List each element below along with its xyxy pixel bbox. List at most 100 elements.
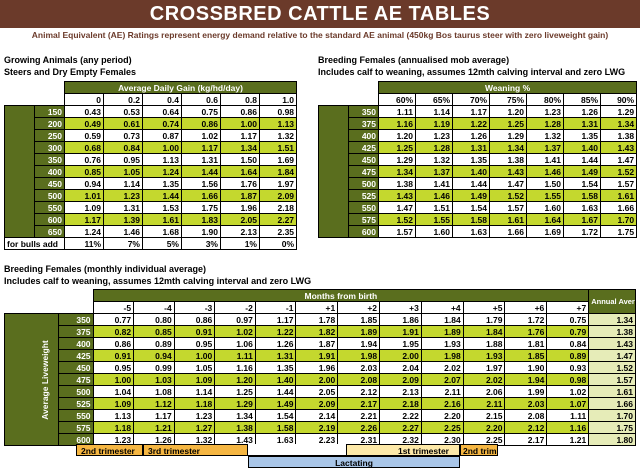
table-row: 525 1.09 1.12 1.18 1.29 1.49 2.09 2.17 2.18 2.16 2… xyxy=(5,397,636,410)
table-header: Weaning % xyxy=(377,81,638,94)
table-row: 500 1.04 1.08 1.14 1.25 1.44 2.05 2.12 2.13 2.11 2… xyxy=(5,385,636,398)
annual-average-cell: 1.34 xyxy=(588,313,636,326)
ae-value-cell: 1.23 xyxy=(415,129,453,142)
ae-value-cell: 2.35 xyxy=(258,225,298,238)
ae-value-cell: 1.98 xyxy=(337,349,381,362)
bulls-add-cell: 1% xyxy=(220,237,260,250)
table-row: 500 1.01 1.23 1.44 1.66 1.87 2.09 xyxy=(5,189,298,202)
annual-average-cell: 1.47 xyxy=(588,349,636,362)
liveweight-cell: 500 xyxy=(58,385,94,398)
ae-value-cell: 1.44 xyxy=(142,189,182,202)
corner-cell xyxy=(5,94,35,106)
ae-value-cell: 1.83 xyxy=(181,213,221,226)
ae-value-cell: 1.44 xyxy=(563,153,601,166)
ae-value-cell: 1.49 xyxy=(452,189,490,202)
ae-value-cell: 0.95 xyxy=(103,153,143,166)
corner-cell xyxy=(319,82,349,94)
annual-average-cell: 1.66 xyxy=(588,397,636,410)
ae-value-cell: 1.00 xyxy=(92,373,135,386)
liveweight-cell: 650 xyxy=(34,225,65,238)
ae-value-cell: 2.16 xyxy=(420,397,464,410)
annual-average-header: Annual Average xyxy=(588,289,636,314)
liveweight-cell: 350 xyxy=(34,153,65,166)
ae-value-cell: 1.09 xyxy=(173,373,216,386)
ae-value-cell: 1.25 xyxy=(378,141,416,154)
phase-first-trimester: 1st trimester xyxy=(346,444,460,456)
ae-value-cell: 1.14 xyxy=(173,385,216,398)
liveweight-cell: 550 xyxy=(58,409,94,422)
ae-value-cell: 0.95 xyxy=(92,361,135,374)
growing-title: Growing Animals (any period) xyxy=(4,55,132,65)
ae-value-cell: 1.18 xyxy=(173,397,216,410)
ae-value-cell: 1.97 xyxy=(462,361,506,374)
table-row: 450 0.95 0.99 1.05 1.16 1.35 1.96 2.03 2.04 2.02 1… xyxy=(5,361,636,374)
column-label: +2 xyxy=(337,301,381,314)
ae-value-cell: 1.39 xyxy=(103,213,143,226)
liveweight-cell: 525 xyxy=(58,397,94,410)
ae-value-cell: 1.72 xyxy=(563,225,601,238)
ae-value-cell: 1.29 xyxy=(214,397,256,410)
ae-value-cell: 1.91 xyxy=(379,325,422,338)
table-row: 375 1.16 1.19 1.22 1.25 1.28 1.31 1.34 xyxy=(319,117,638,130)
liveweight-cell: 475 xyxy=(58,373,94,386)
ae-value-cell: 1.25 xyxy=(489,117,527,130)
liveweight-cell: 500 xyxy=(34,189,65,202)
ae-value-cell: 2.32 xyxy=(379,433,422,446)
ae-value-cell: 1.70 xyxy=(599,213,638,226)
ae-value-cell: 1.85 xyxy=(504,349,548,362)
ae-value-cell: 1.49 xyxy=(563,165,601,178)
liveweight-cell: 400 xyxy=(348,129,379,142)
table-row: 550 1.09 1.31 1.53 1.75 1.96 2.18 xyxy=(5,201,298,214)
ae-value-cell: 1.79 xyxy=(462,313,506,326)
bulls-add-cell: 11% xyxy=(64,237,104,250)
ae-value-cell: 1.07 xyxy=(546,397,590,410)
ae-value-cell: 1.38 xyxy=(599,129,638,142)
ae-value-cell: 0.73 xyxy=(103,129,143,142)
corner-cell xyxy=(5,290,59,302)
table-row: 525 1.43 1.46 1.49 1.52 1.55 1.58 1.61 xyxy=(319,189,638,202)
ae-value-cell: 2.07 xyxy=(420,373,464,386)
ae-value-cell: 0.61 xyxy=(103,117,143,130)
ae-value-cell: 1.43 xyxy=(214,433,256,446)
column-labels-row: -5 -4 -3 -2 -1 +1 +2 +3 +4 +5 +6 +7 xyxy=(5,301,636,314)
breeding-monthly-subtitle: Includes calf to weaning, assumes 12mth … xyxy=(4,276,312,286)
ae-value-cell: 2.12 xyxy=(504,421,548,434)
ae-value-cell: 1.11 xyxy=(214,349,256,362)
ae-value-cell: 1.86 xyxy=(379,313,422,326)
ae-value-cell: 1.05 xyxy=(173,361,216,374)
ae-value-cell: 2.21 xyxy=(337,409,381,422)
liveweight-cell: 550 xyxy=(348,201,379,214)
ae-value-cell: 2.02 xyxy=(420,361,464,374)
ae-value-cell: 1.43 xyxy=(599,141,638,154)
table-row: 550 1.13 1.17 1.23 1.34 1.54 2.14 2.21 2.22 2.20 2… xyxy=(5,409,636,422)
ae-value-cell: 0.82 xyxy=(92,325,135,338)
ae-value-cell: 1.64 xyxy=(220,165,260,178)
ae-value-cell: 1.54 xyxy=(254,409,297,422)
ae-value-cell: 1.66 xyxy=(599,201,638,214)
ae-value-cell: 1.34 xyxy=(489,141,527,154)
table-row: 400 0.85 1.05 1.24 1.44 1.64 1.84 xyxy=(5,165,298,178)
ae-value-cell: 1.61 xyxy=(599,189,638,202)
ae-value-cell: 1.20 xyxy=(489,105,527,118)
ae-value-cell: 1.51 xyxy=(258,141,298,154)
corner-cell xyxy=(59,302,93,314)
ae-value-cell: 1.58 xyxy=(452,213,490,226)
corner-cell xyxy=(349,82,379,94)
table-row: 600 1.57 1.60 1.63 1.66 1.69 1.72 1.75 xyxy=(319,225,638,238)
liveweight-cell: 350 xyxy=(58,313,94,326)
corner-cell xyxy=(59,290,93,302)
ae-value-cell: 1.50 xyxy=(526,177,564,190)
ae-value-cell: 2.17 xyxy=(504,433,548,446)
ae-value-cell: 2.13 xyxy=(379,385,422,398)
column-label: 70% xyxy=(452,93,490,106)
corner-cell xyxy=(319,94,349,106)
ae-value-cell: 0.84 xyxy=(103,141,143,154)
ae-value-cell: 2.18 xyxy=(258,201,298,214)
ae-value-cell: 1.17 xyxy=(133,409,175,422)
growing-subtitle: Steers and Dry Empty Females xyxy=(4,67,137,77)
table-header: Months from birth xyxy=(92,289,590,302)
ae-value-cell: 1.57 xyxy=(378,225,416,238)
ae-value-cell: 1.35 xyxy=(563,129,601,142)
column-label: 0.8 xyxy=(220,93,260,106)
ae-value-cell: 1.23 xyxy=(103,189,143,202)
